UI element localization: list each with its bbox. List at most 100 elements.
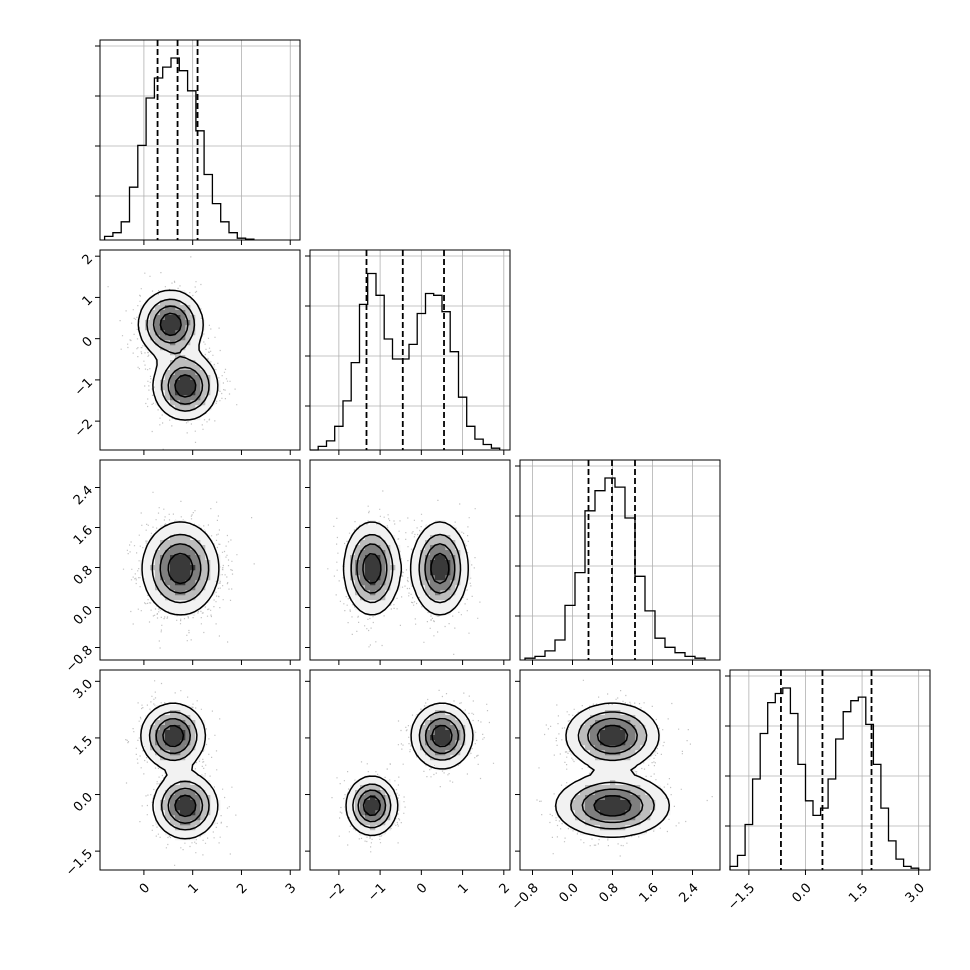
- y-tick-label: −1.5: [63, 847, 96, 880]
- x-tick-label: 0.8: [597, 881, 622, 906]
- contour-level-2: [152, 305, 204, 405]
- joint-content: [536, 679, 713, 857]
- y-tick-label: 3.0: [71, 677, 96, 702]
- y-tick-label: 1.5: [71, 733, 96, 758]
- contour-level-3: [159, 312, 197, 398]
- contour-level-2: [356, 543, 456, 594]
- contour-level-2: [581, 717, 644, 824]
- contour-level-3: [362, 552, 450, 585]
- panel-background: [100, 40, 300, 240]
- density-shade-3: [585, 720, 641, 821]
- x-tick-label: 1.6: [637, 881, 662, 906]
- y-tick-label: −0.8: [63, 643, 96, 676]
- contour-level-0: [140, 702, 219, 840]
- x-tick-label: 3: [283, 881, 299, 897]
- panel-background: [310, 250, 510, 450]
- x-tick-label: 0: [137, 881, 153, 897]
- joint-content: [327, 490, 481, 655]
- x-tick-label: 0: [414, 881, 430, 897]
- contour-level-1: [146, 298, 210, 412]
- contour-level-3: [167, 552, 194, 585]
- x-tick-label: 2: [234, 881, 250, 897]
- x-tick-label: 0.0: [557, 881, 582, 906]
- density-shade-4: [595, 725, 631, 816]
- joint-panel-2-3: [515, 669, 721, 875]
- histogram-step-line: [310, 272, 501, 451]
- y-tick-label: 0: [80, 334, 96, 350]
- x-tick-label: 3.0: [903, 881, 928, 906]
- contour-level-2: [159, 543, 202, 594]
- x-tick-label: 1.5: [846, 881, 871, 906]
- panel-frame: [99, 249, 301, 451]
- y-tick-label: 1: [80, 293, 96, 309]
- panel-background: [100, 670, 300, 870]
- contour-level-3: [593, 724, 632, 817]
- x-tick-label: 0.0: [790, 881, 815, 906]
- y-tick-label: 0.8: [71, 563, 96, 588]
- density-shade-4: [365, 725, 451, 816]
- density-shade-3: [155, 720, 201, 826]
- density-shade-2: [350, 535, 461, 601]
- histogram-panel-1: [305, 249, 511, 455]
- contour-level-0: [141, 521, 220, 616]
- contour-level-1: [570, 711, 655, 830]
- density-shade-1: [555, 705, 671, 836]
- contour-level-3: [162, 724, 197, 818]
- panel-frame: [729, 669, 931, 871]
- contour-level-0: [342, 521, 470, 616]
- panel-frame: [519, 669, 721, 871]
- x-tick-label: −1.5: [725, 881, 758, 914]
- contour-level-1: [352, 711, 466, 829]
- density-shade-4: [170, 555, 196, 586]
- x-tick-label: −2: [324, 881, 348, 905]
- y-tick-label: 0.0: [71, 603, 96, 628]
- panel-frame: [309, 249, 511, 451]
- density-shade-1: [345, 705, 476, 836]
- joint-panel-1-2: [305, 459, 511, 665]
- contour-level-0: [137, 289, 219, 421]
- y-tick-label: 1.6: [71, 523, 96, 548]
- panel-background: [730, 670, 930, 870]
- contour-level-0: [345, 702, 474, 837]
- joint-content: [107, 256, 238, 450]
- histogram-step-line: [524, 477, 706, 660]
- histogram-panel-3: [725, 669, 931, 875]
- histogram-panel-2: [515, 459, 721, 665]
- contour-level-0: [554, 702, 671, 839]
- joint-panel-0-1: [95, 249, 301, 455]
- scatter-points: [107, 256, 238, 450]
- joint-content: [125, 680, 237, 866]
- contour-level-2: [357, 717, 460, 823]
- density-shade-2: [150, 710, 211, 831]
- x-tick-label: 2.4: [677, 881, 702, 906]
- panel-background: [520, 460, 720, 660]
- contour-level-1: [350, 533, 462, 604]
- histogram-panel-0: [95, 39, 301, 245]
- x-tick-label: 1: [455, 881, 471, 897]
- histogram-step-line: [729, 687, 920, 870]
- histogram-step-line: [103, 57, 255, 240]
- panel-frame: [99, 39, 301, 241]
- contour-level-1: [151, 533, 210, 604]
- joint-panel-1-3: [305, 669, 511, 875]
- x-tick-label: 1: [185, 881, 201, 897]
- y-tick-label: −2: [72, 417, 96, 441]
- density-shade-3: [155, 305, 201, 406]
- x-tick-label: −0.8: [509, 881, 542, 914]
- density-shade-2: [355, 710, 466, 831]
- density-shade-1: [345, 520, 471, 616]
- joint-panel-0-2: [95, 459, 301, 665]
- joint-content: [331, 689, 495, 853]
- x-tick-label: 2: [497, 881, 513, 897]
- contour-level-2: [155, 717, 204, 824]
- joint-content: [122, 491, 255, 649]
- panel-frame: [309, 669, 511, 871]
- panel-frame: [99, 669, 301, 871]
- contour-level-3: [362, 724, 453, 817]
- y-tick-label: 0.0: [71, 790, 96, 815]
- panel-frame: [99, 459, 301, 661]
- joint-panel-0-3: [95, 669, 301, 875]
- panel-background: [310, 670, 510, 870]
- x-tick-label: −1: [365, 881, 389, 905]
